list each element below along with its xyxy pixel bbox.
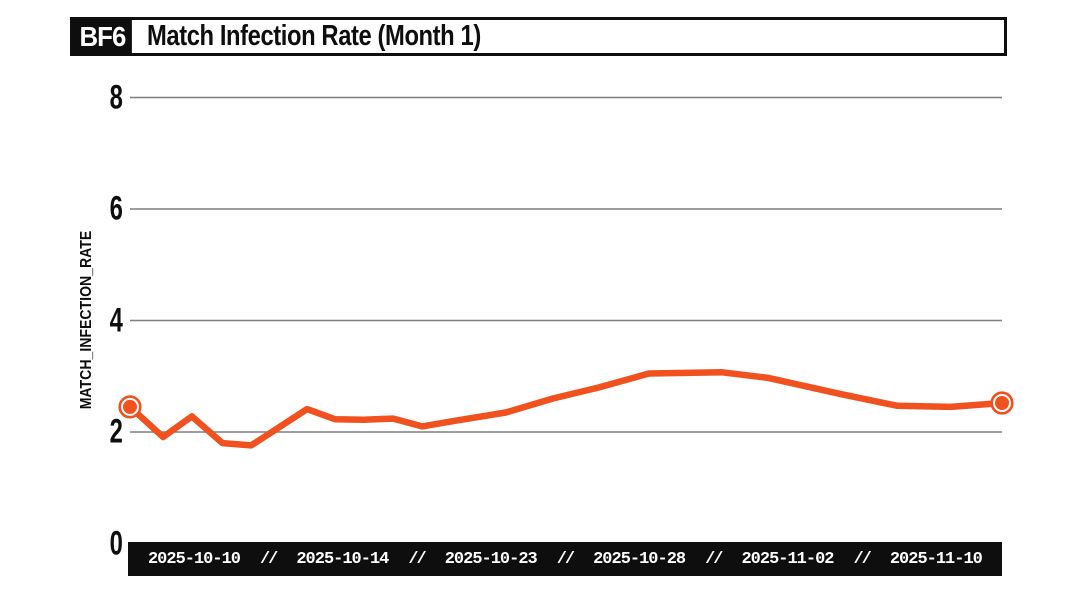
chart-title-box: BF6 Match Infection Rate (Month 1) <box>70 17 1007 56</box>
tick-separator: // <box>408 549 426 569</box>
tick-separator: // <box>705 549 723 569</box>
y-axis-tick-labels: 0 2 4 6 8 <box>0 0 123 607</box>
y-tick-label: 8 <box>109 77 123 116</box>
x-tick-label: 2025-10-28 <box>593 549 686 569</box>
x-tick-label: 2025-10-23 <box>444 549 538 569</box>
tick-separator: // <box>259 549 278 569</box>
x-tick-label: 2025-11-02 <box>741 549 834 569</box>
series-line <box>126 369 1006 449</box>
x-axis-bar: 2025-10-10 // 2025-10-14 // 2025-10-23 // 2025… <box>128 542 1002 576</box>
x-tick-label: 2025-10-10 <box>147 549 241 569</box>
x-tick-label: 2025-10-14 <box>296 549 389 569</box>
bf6-badge: BF6 <box>73 20 132 53</box>
tick-separator: // <box>556 549 575 569</box>
endpoint-marker <box>118 395 142 419</box>
chart-title: Match Infection Rate (Month 1) <box>147 20 481 52</box>
y-tick-label: 0 <box>109 523 123 562</box>
tick-separator: // <box>853 549 871 569</box>
y-tick-label: 4 <box>109 300 123 339</box>
y-tick-label: 2 <box>109 412 123 451</box>
line-chart-svg <box>118 96 1014 449</box>
x-tick-label: 2025-11-10 <box>889 549 983 569</box>
endpoint-marker <box>990 391 1014 415</box>
y-tick-label: 6 <box>109 189 123 228</box>
